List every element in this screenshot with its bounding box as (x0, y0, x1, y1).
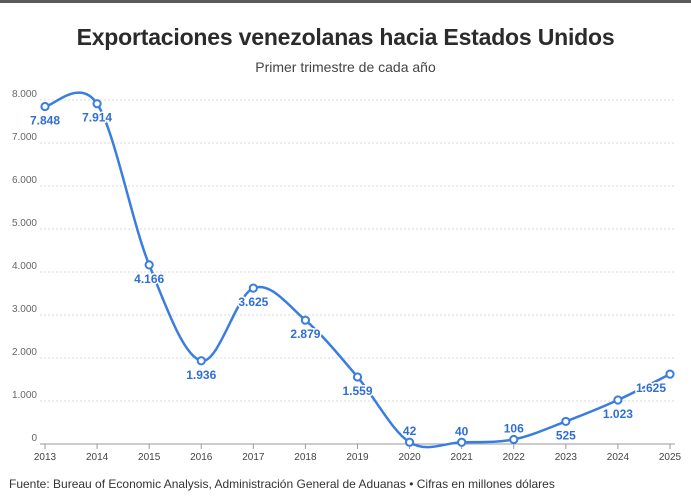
data-label: 4.166 (134, 272, 164, 286)
x-tick-label: 2024 (607, 452, 630, 463)
data-label: 7.914 (82, 111, 112, 125)
data-point (196, 356, 206, 366)
data-label: 3.625 (238, 295, 268, 309)
chart-title: Exportaciones venezolanas hacia Estados … (76, 24, 615, 50)
y-tick-label: 5.000 (12, 218, 37, 229)
data-label: 42 (403, 424, 417, 438)
data-label: 40 (455, 424, 469, 438)
y-tick-label: 0 (31, 433, 37, 444)
y-tick-label: 4.000 (12, 261, 37, 272)
x-tick-label: 2022 (503, 452, 526, 463)
data-label: 2.879 (290, 327, 320, 341)
source-note: Fuente: Bureau of Economic Analysis, Adm… (9, 477, 555, 491)
y-axis-ticks: 0 1.000 2.000 3.000 4.000 5.000 6.000 7.000 8.00… (12, 89, 37, 444)
data-point (509, 434, 519, 445)
data-point (613, 395, 623, 405)
y-tick-label: 6.000 (12, 175, 37, 186)
x-tick-label: 2025 (659, 452, 682, 463)
data-label: 1.559 (342, 384, 372, 398)
y-tick-label: 7.000 (12, 132, 37, 143)
y-tick-label: 1.000 (12, 390, 37, 401)
y-tick-label: 3.000 (12, 304, 37, 315)
x-tick-label: 2023 (555, 452, 578, 463)
chart-subtitle: Primer trimestre de cada año (255, 59, 436, 75)
data-labels: 7.848 7.914 4.166 1.936 3.625 2.879 1.559 42 40 1… (28, 109, 667, 444)
x-tick-label: 2017 (242, 452, 265, 463)
x-axis-tick-marks (44, 444, 671, 449)
x-tick-label: 2021 (451, 452, 474, 463)
x-tick-label: 2016 (190, 452, 213, 463)
data-point (665, 369, 675, 379)
data-label: 7.848 (30, 114, 60, 128)
data-point (404, 437, 415, 447)
data-point (457, 437, 467, 447)
data-label: 106 (504, 421, 524, 435)
top-rule (0, 0, 691, 3)
x-axis-labels: 2013 2014 2015 2016 2017 2018 2019 2020 2021 2022… (34, 452, 682, 463)
data-point (352, 372, 363, 382)
data-point (248, 283, 258, 293)
x-tick-label: 2019 (346, 452, 369, 463)
x-tick-label: 2020 (398, 452, 421, 463)
data-label: 1.023 (603, 407, 633, 421)
y-tick-label: 8.000 (12, 89, 37, 100)
x-tick-label: 2018 (294, 452, 317, 463)
data-point (300, 315, 311, 325)
data-point (40, 101, 50, 112)
series-line (43, 91, 672, 449)
data-point (144, 260, 154, 270)
data-point (92, 99, 102, 109)
y-tick-label: 2.000 (12, 347, 37, 358)
data-point (561, 416, 571, 427)
data-label: 1.625 (636, 381, 666, 395)
data-label: 1.936 (186, 368, 216, 382)
x-tick-label: 2015 (138, 452, 161, 463)
x-tick-label: 2013 (34, 452, 57, 463)
x-tick-label: 2014 (86, 452, 109, 463)
data-label: 525 (556, 428, 576, 442)
data-points (40, 99, 675, 447)
